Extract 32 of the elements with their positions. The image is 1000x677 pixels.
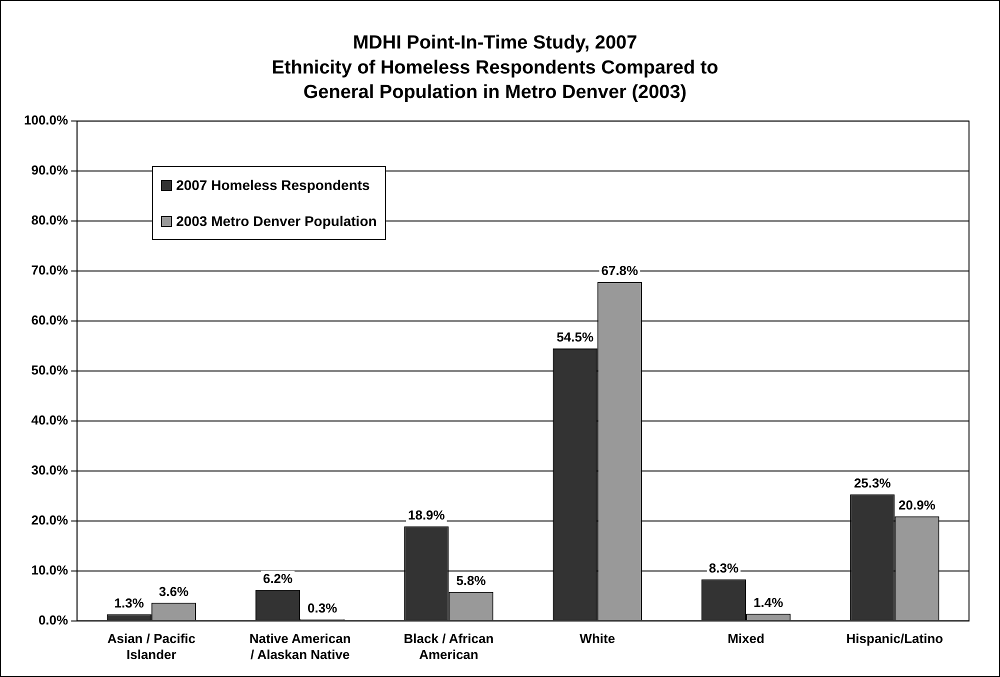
y-tick-label: 50.0%: [31, 362, 69, 378]
chart-title: MDHI Point-In-Time Study, 2007 Ethnicity of Homeless Respondents Compared to General Population in Metro Denver (2003): [272, 32, 718, 103]
legend-label: 2003 Metro Denver Population: [176, 213, 377, 230]
data-label: 25.3%: [854, 475, 892, 490]
data-label: 18.9%: [408, 507, 446, 522]
x-tick-label: Mixed: [728, 631, 764, 646]
y-tick-label: 20.0%: [31, 512, 69, 528]
data-label: 1.3%: [114, 595, 144, 610]
y-tick-label: 70.0%: [31, 262, 69, 278]
x-tick-label: Black / African American: [404, 631, 494, 662]
data-label: 1.4%: [754, 594, 784, 610]
data-label: 8.3%: [708, 560, 739, 576]
y-tick-label: 30.0%: [31, 462, 69, 478]
data-label: 20.9%: [898, 497, 936, 512]
y-tick-label: 10.0%: [31, 562, 69, 578]
y-tick-label: 60.0%: [31, 312, 69, 328]
x-tick-label: Native American / Alaskan Native: [249, 631, 351, 662]
y-tick-label: 90.0%: [31, 162, 69, 178]
x-tick-label: Hispanic/Latino: [846, 631, 944, 646]
legend-label: 2007 Homeless Respondents: [176, 177, 370, 194]
data-label: 67.8%: [601, 263, 639, 278]
y-tick-label: 80.0%: [31, 212, 69, 228]
y-tick-label: 0.0%: [38, 612, 69, 628]
y-tick-label: 100.0%: [24, 112, 69, 128]
x-tick-label: White: [580, 631, 616, 646]
x-tick-label: Asian / Pacific Islander: [107, 631, 196, 662]
data-label: 6.2%: [262, 570, 294, 586]
data-label: 3.6%: [158, 584, 189, 599]
data-label: 0.3%: [308, 600, 338, 616]
data-label: 5.8%: [456, 572, 486, 588]
y-tick-label: 40.0%: [31, 412, 69, 428]
data-label: 54.5%: [556, 330, 594, 345]
